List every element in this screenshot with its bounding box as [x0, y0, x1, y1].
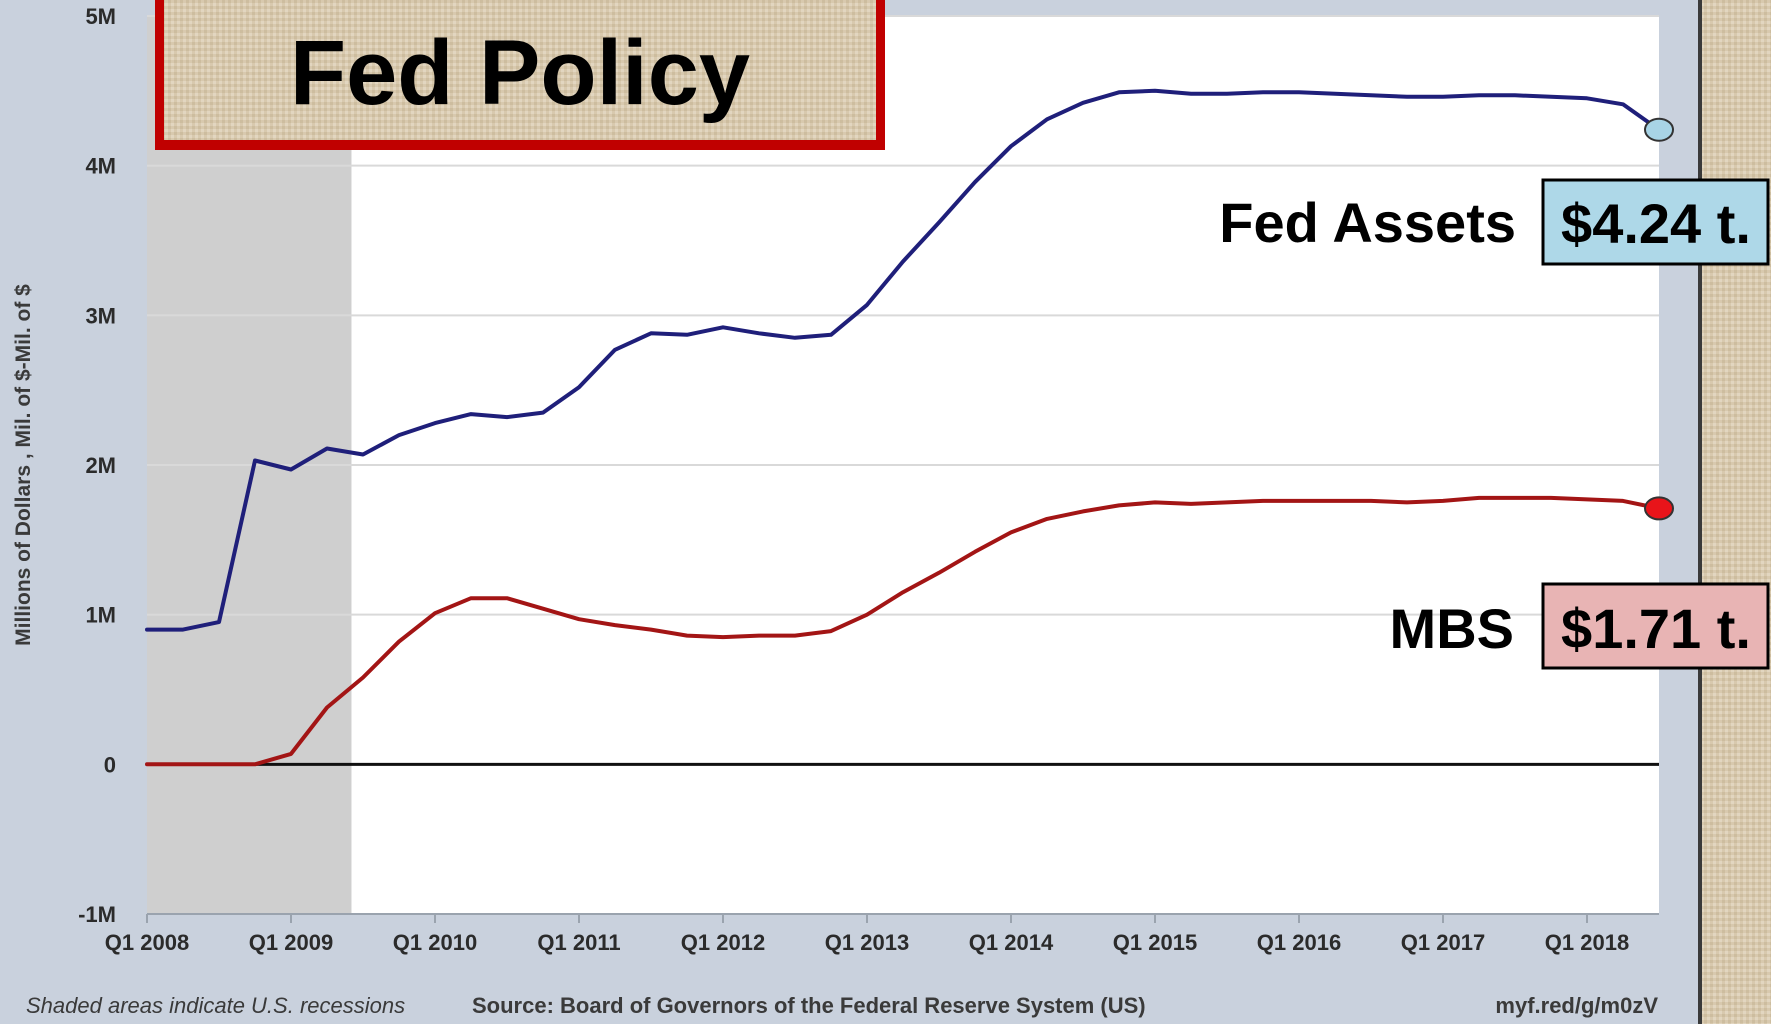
- assets-end-marker: [1644, 117, 1674, 142]
- footer-source: Source: Board of Governors of the Federa…: [472, 993, 1146, 1018]
- assets-callout: Fed Assets $4.24 t.: [1219, 178, 1770, 266]
- y-tick-label: 2M: [85, 453, 116, 478]
- x-tick-label: Q1 2015: [1113, 930, 1197, 955]
- y-tick-label: 4M: [85, 154, 116, 179]
- x-tick-label: Q1 2017: [1401, 930, 1485, 955]
- y-axis-label: Millions of Dollars , Mil. of $-Mil. of …: [12, 284, 35, 646]
- mbs-series-line: [145, 495, 1661, 767]
- footer-recession-note: Shaded areas indicate U.S. recessions: [26, 993, 405, 1018]
- title-box: Fed Policy: [155, 0, 885, 150]
- x-tick-labels: Q1 2008 Q1 2009 Q1 2010 Q1 2011 Q1 2012 Q1 20…: [105, 914, 1629, 955]
- assets-callout-name: Fed Assets: [1219, 191, 1516, 254]
- x-tick-label: Q1 2014: [969, 930, 1054, 955]
- mbs-end-marker: [1644, 496, 1674, 521]
- footer-link[interactable]: myf.red/g/m0zV: [1495, 993, 1658, 1018]
- series-layer: [145, 88, 1661, 767]
- x-tick-label: Q1 2016: [1257, 930, 1341, 955]
- y-tick-labels: 5M 4M 3M 2M 1M 0 -1M: [78, 4, 116, 927]
- x-tick-label: Q1 2013: [825, 930, 909, 955]
- y-tick-label: -1M: [78, 902, 116, 927]
- y-tick-label: 5M: [85, 4, 116, 29]
- x-tick-label: Q1 2009: [249, 930, 333, 955]
- assets-series-line: [145, 88, 1661, 632]
- x-tick-label: Q1 2008: [105, 930, 189, 955]
- mbs-callout: MBS $1.71 t.: [1390, 582, 1770, 670]
- mbs-callout-name: MBS: [1390, 597, 1514, 660]
- mbs-callout-value: $1.71 t.: [1561, 597, 1751, 660]
- assets-callout-value: $4.24 t.: [1561, 192, 1751, 255]
- chart-title: Fed Policy: [290, 22, 750, 124]
- x-tick-label: Q1 2011: [537, 930, 620, 955]
- marker-layer: [1644, 117, 1674, 521]
- x-tick-label: Q1 2018: [1545, 930, 1629, 955]
- burlap-border: [1700, 0, 1771, 1024]
- grid-layer: [147, 15, 1659, 915]
- y-tick-label: 1M: [85, 603, 116, 628]
- title-background: [164, 0, 876, 140]
- y-tick-label: 3M: [85, 303, 116, 328]
- x-tick-label: Q1 2010: [393, 930, 477, 955]
- y-tick-label: 0: [104, 752, 116, 777]
- burlap-divider: [1698, 0, 1702, 1024]
- mbs-value-box: [1541, 582, 1770, 670]
- x-tick-label: Q1 2012: [681, 930, 765, 955]
- assets-value-box: [1541, 178, 1770, 266]
